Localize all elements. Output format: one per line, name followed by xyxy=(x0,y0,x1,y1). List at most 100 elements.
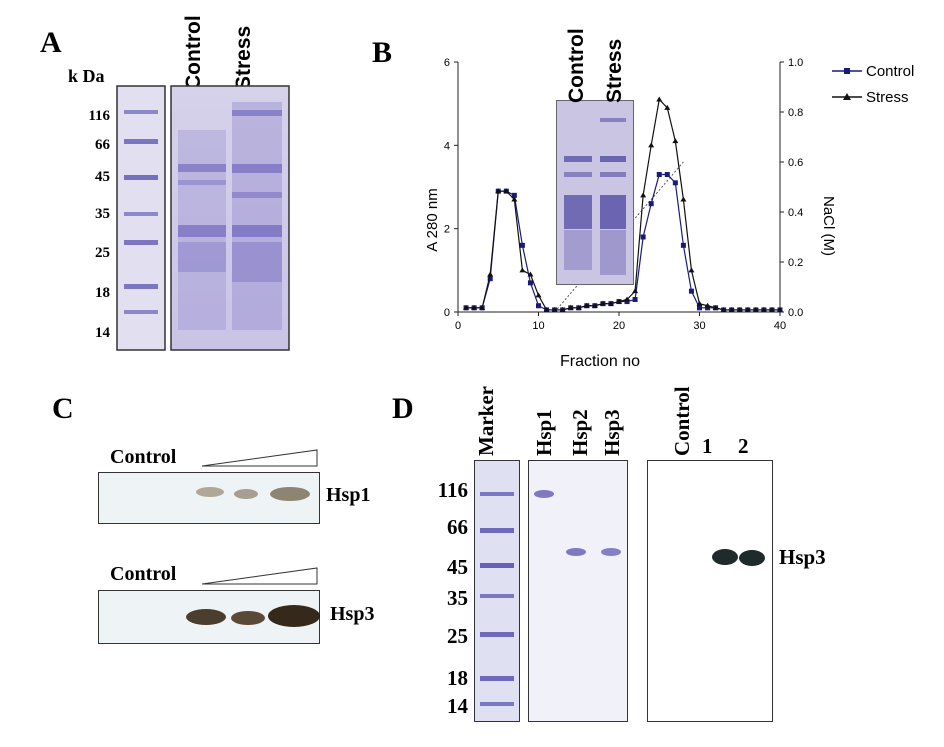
control-point xyxy=(664,172,670,177)
control-point xyxy=(672,180,678,186)
control-point xyxy=(680,242,686,248)
lane-label-hsp3-d: Hsp3 xyxy=(600,409,624,456)
blot-label-control-d: Control xyxy=(670,386,694,456)
stress-point xyxy=(519,267,526,273)
mw-45-a: 45 xyxy=(95,169,110,185)
y2-axis-label: NaCl (M) xyxy=(820,196,837,256)
stress-point xyxy=(680,196,687,202)
stress-point xyxy=(720,306,727,312)
y2-tick-label: 1.0 xyxy=(788,57,803,69)
stress-point xyxy=(672,138,679,144)
stress-point xyxy=(696,300,703,306)
panel-c-letter: C xyxy=(52,392,74,425)
blot-hsp3 xyxy=(98,590,320,644)
inset-label-stress: Stress xyxy=(603,38,626,103)
blot-label-1: 1 xyxy=(702,434,713,458)
y2-tick-label: 0.6 xyxy=(788,157,803,169)
stress-point xyxy=(527,271,534,277)
x-tick-label: 40 xyxy=(774,320,786,332)
control-point xyxy=(705,305,711,311)
band-hsp1 xyxy=(534,490,554,498)
stress-point xyxy=(511,196,518,202)
stress-point xyxy=(503,188,510,194)
blot-hsp1 xyxy=(98,472,320,524)
band-blot-1 xyxy=(712,549,738,565)
marker-lane-d xyxy=(474,460,520,722)
panel-b-letter: B xyxy=(372,36,393,69)
control-point xyxy=(656,172,662,177)
mw-66-a: 66 xyxy=(95,137,110,153)
stress-point xyxy=(463,304,470,310)
mw-116-d: 116 xyxy=(437,478,468,502)
protein-label-hsp3-c: Hsp3 xyxy=(330,603,375,625)
elution-chart: 0 10 20 30 40 0 2 4 6 0.0 0.2 0.4 0.6 0.8 1.0 A 280 nm… xyxy=(424,57,914,370)
mw-35-d: 35 xyxy=(447,586,468,610)
lane-label-hsp1-d: Hsp1 xyxy=(532,409,556,456)
stress-lane-bands xyxy=(232,102,282,330)
x-tick-label: 0 xyxy=(455,320,461,332)
control-label-c1: Control xyxy=(110,446,177,468)
panel-d-letter: D xyxy=(392,392,414,425)
legend-control-marker xyxy=(844,68,850,74)
control-point xyxy=(519,242,525,248)
marker-label-d: Marker xyxy=(474,386,498,456)
control-point xyxy=(697,305,702,311)
control-point xyxy=(536,303,541,309)
stress-point xyxy=(704,302,711,308)
sample-lanes-a xyxy=(170,85,290,351)
stress-point xyxy=(656,96,663,102)
kda-label: k Da xyxy=(68,66,105,86)
stress-point xyxy=(599,300,606,306)
mw-45-d: 45 xyxy=(447,555,468,579)
stress-point xyxy=(607,300,614,306)
control-point xyxy=(688,288,694,294)
y-tick-label: 2 xyxy=(444,224,450,236)
mw-18-d: 18 xyxy=(447,666,468,690)
control-point xyxy=(527,280,533,286)
mw-14-d: 14 xyxy=(447,694,468,718)
inset-label-control: Control xyxy=(565,28,588,103)
y-axis-label: A 280 nm xyxy=(424,188,441,251)
stress-point xyxy=(640,192,647,198)
control-lane-bands xyxy=(178,130,226,330)
panel-a-letter: A xyxy=(40,26,62,59)
y2-tick-label: 0.4 xyxy=(788,207,803,219)
stress-point xyxy=(768,306,775,312)
stress-point xyxy=(760,306,767,312)
x-axis-label: Fraction no xyxy=(560,353,640,370)
stress-point xyxy=(479,304,486,310)
stress-point xyxy=(648,142,655,148)
mw-25-a: 25 xyxy=(95,245,110,261)
stress-point xyxy=(551,306,558,312)
stress-point xyxy=(624,296,631,302)
mw-35-a: 35 xyxy=(95,206,110,222)
legend-control-label: Control xyxy=(866,63,914,80)
stress-series-line xyxy=(466,98,780,311)
stress-point xyxy=(495,188,502,194)
stress-point xyxy=(559,306,566,312)
mw-18-a: 18 xyxy=(95,285,110,301)
blot-label-2: 2 xyxy=(738,434,749,458)
stress-point xyxy=(632,288,639,294)
marker-lane-a xyxy=(116,85,166,351)
control-point xyxy=(648,201,654,207)
band-hsp3 xyxy=(601,548,621,556)
control-point xyxy=(640,234,646,240)
gradient-wedge-1 xyxy=(201,449,318,467)
stress-point xyxy=(752,306,759,312)
lane-label-control-a: Control xyxy=(182,15,205,90)
stress-point xyxy=(487,271,494,277)
protein-label-hsp3-d: Hsp3 xyxy=(779,545,826,569)
mw-66-d: 66 xyxy=(447,515,468,539)
control-label-c2: Control xyxy=(110,563,177,585)
protein-label-hsp1: Hsp1 xyxy=(326,484,371,506)
stress-point xyxy=(583,302,590,308)
band-hsp2 xyxy=(566,548,586,556)
stress-point xyxy=(535,292,542,298)
legend-stress-marker xyxy=(843,93,851,100)
x-tick-label: 30 xyxy=(693,320,705,332)
western-blot-d xyxy=(647,460,773,722)
stress-point xyxy=(688,267,695,273)
stress-point xyxy=(567,304,574,310)
band-blot-2 xyxy=(739,550,765,566)
